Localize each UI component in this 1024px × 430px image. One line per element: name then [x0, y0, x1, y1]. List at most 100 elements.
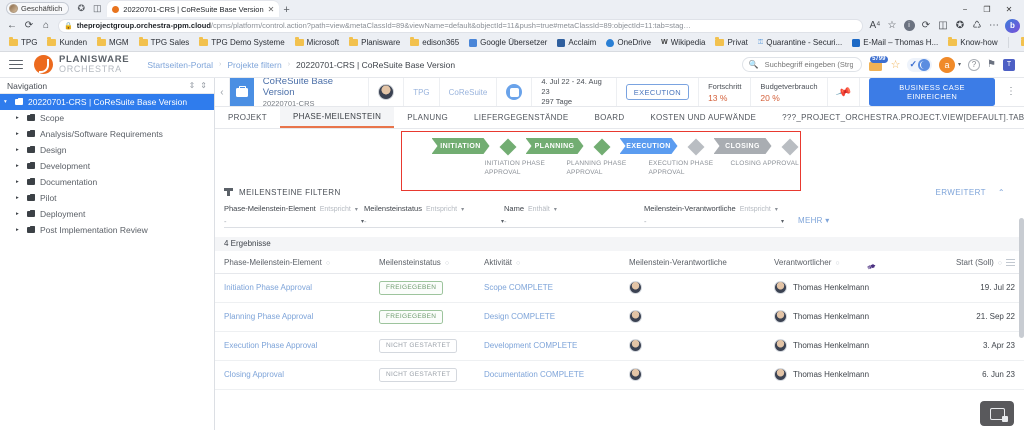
flag-icon[interactable]: ⚑ [987, 59, 996, 70]
bookmark-item[interactable]: MGM [93, 37, 133, 48]
maximize-icon[interactable]: ❐ [983, 5, 991, 14]
close-icon[interactable]: ✕ [267, 4, 275, 14]
user-menu[interactable]: a ▾ [939, 56, 961, 73]
cell-activity[interactable]: Documentation COMPLETE [484, 370, 585, 380]
filter-operator[interactable]: Enthält [528, 205, 550, 213]
chevron-down-icon[interactable]: ▾ [500, 219, 504, 226]
cell-element[interactable]: Execution Phase Approval [224, 341, 318, 351]
filter-input-status[interactable]: - ▾ [364, 217, 504, 228]
reload-icon[interactable]: ⟳ [24, 20, 34, 31]
project-owner-cell[interactable] [369, 78, 405, 106]
phase-chip-closing[interactable]: CLOSING [714, 138, 772, 154]
collections-icon[interactable]: ✪ [955, 20, 965, 31]
profile-pill[interactable]: Geschäftlich [6, 2, 70, 15]
favorites-star-icon[interactable]: ☆ [890, 59, 901, 71]
bookmark-item[interactable]: TPG Demo Systeme [195, 37, 288, 48]
chevron-right-icon[interactable]: ▸ [16, 195, 19, 201]
filter-operator[interactable]: Entspricht [319, 205, 351, 213]
address-bar[interactable]: 🔒 theprojectgroup.orchestra-ppm.cloud/cp… [58, 18, 863, 33]
sort-icon[interactable]: ○ [997, 259, 1002, 267]
bookmark-item[interactable]: Google Übersetzer [465, 37, 551, 48]
sidebar-item-analysis[interactable]: ▸ Analysis/Software Requirements [0, 126, 214, 142]
sidebar-item-development[interactable]: ▸ Development [0, 158, 214, 174]
bookmark-item[interactable]: TPG Sales [135, 37, 194, 48]
bookmark-item[interactable]: OneDrive [602, 37, 655, 48]
project-phase-cell[interactable]: EXECUTION [617, 78, 700, 106]
approvals-button[interactable]: ✓ [907, 57, 933, 72]
tab-projekt[interactable]: PROJEKT [228, 113, 267, 122]
split-screen-icon[interactable]: ◫ [938, 20, 948, 31]
sidebar-item-design[interactable]: ▸ Design [0, 142, 214, 158]
browser-tab-active[interactable]: 20220701-CRS | CoReSuite Base Version ✕ [107, 1, 280, 17]
cell-activity[interactable]: Scope COMPLETE [484, 283, 553, 293]
column-header-status[interactable]: Meilensteinstatus ○ [370, 250, 475, 274]
chevron-right-icon[interactable]: ▸ [16, 163, 19, 169]
chevron-right-icon[interactable]: ▸ [16, 131, 19, 137]
phase-chip-planning[interactable]: PLANNING [526, 138, 584, 154]
read-aloud-icon[interactable]: A⁴ [869, 20, 881, 31]
milestone-diamond-closing[interactable] [781, 138, 798, 156]
column-header-start[interactable]: Start (Soll) ○ [915, 250, 1024, 274]
search-input[interactable] [762, 59, 855, 70]
chevron-down-icon[interactable]: ▾ [360, 219, 364, 226]
breadcrumb-item-filter[interactable]: Projekte filtern [227, 59, 282, 70]
sort-icon[interactable]: ○ [325, 259, 331, 267]
milestone-diamond-planning[interactable] [593, 138, 610, 156]
chevron-right-icon[interactable]: ▸ [16, 115, 19, 121]
info-icon[interactable]: i [903, 20, 915, 31]
bookmark-item[interactable]: Microsoft [291, 37, 343, 48]
bookmark-item[interactable]: Acclaim [553, 37, 600, 48]
cell-activity[interactable]: Design COMPLETE [484, 312, 556, 322]
more-options-icon[interactable]: ⋯ [989, 20, 999, 31]
cell-activity[interactable]: Development COMPLETE [484, 341, 578, 351]
bookmark-item[interactable]: Privat [711, 37, 751, 48]
sidebar-item-pilot[interactable]: ▸ Pilot [0, 190, 214, 206]
cell-element[interactable]: Planning Phase Approval [224, 312, 314, 322]
bookmarks-overflow-button[interactable]: Weitere Favoriten [1017, 37, 1024, 48]
sidebar-item-deployment[interactable]: ▸ Deployment [0, 206, 214, 222]
breadcrumb-item-home[interactable]: Startseiten-Portal [147, 59, 214, 70]
sidebar-item-documentation[interactable]: ▸ Documentation [0, 174, 214, 190]
sidebar-item-project-root[interactable]: ▾ 20220701-CRS | CoReSuite Base Version [0, 94, 214, 110]
browser-essentials-icon[interactable]: ♺ [972, 20, 982, 31]
chevron-down-icon[interactable]: ▾ [780, 219, 784, 226]
expand-all-icon[interactable]: ⇕ [200, 81, 207, 90]
new-tab-button[interactable]: + [283, 4, 290, 16]
tab-board[interactable]: BOARD [594, 113, 625, 122]
help-icon[interactable]: ? [968, 58, 981, 71]
minimize-icon[interactable]: − [962, 5, 968, 14]
column-header-responsible[interactable]: Verantwortlicher ○ [765, 250, 915, 274]
table-row[interactable]: Initiation Phase Approval FREIGEGEBEN Sc… [215, 273, 1024, 303]
filter-more-button[interactable]: MEHR ▾ [784, 216, 830, 228]
column-header-activity[interactable]: Aktivität ○ [475, 250, 620, 274]
chevron-down-icon[interactable]: ▾ [461, 206, 465, 213]
bookmark-item[interactable]: Planisware [345, 37, 404, 48]
table-row[interactable]: Closing Approval NICHT GESTARTET Documen… [215, 360, 1024, 390]
chevron-down-icon[interactable]: ▾ [354, 206, 358, 213]
sidebar-item-scope[interactable]: ▸ Scope [0, 110, 214, 126]
copilot-icon[interactable]: b [1005, 18, 1020, 33]
hamburger-icon[interactable] [9, 59, 23, 70]
bookmark-item[interactable]: TPG [5, 37, 41, 48]
filter-input-element[interactable]: - ▾ [224, 217, 364, 228]
cell-element[interactable]: Initiation Phase Approval [224, 283, 313, 293]
filter-input-name[interactable]: - [504, 217, 644, 228]
chevron-down-icon[interactable]: ▾ [4, 99, 7, 105]
filter-input-owner[interactable]: - ▾ [644, 217, 784, 228]
chevron-down-icon[interactable]: ▾ [553, 206, 557, 213]
search-box[interactable]: 🔍 [741, 57, 862, 72]
table-row[interactable]: Execution Phase Approval NICHT GESTARTET… [215, 331, 1024, 361]
tab-planung[interactable]: PLANUNG [407, 113, 449, 122]
project-product-cell[interactable]: CoReSuite [440, 78, 498, 106]
tab-budgetgf[interactable]: ???_PROJECT_ORCHESTRA.PROJECT.VIEW[DEFAU… [782, 113, 1024, 122]
history-icon[interactable]: ⟳ [921, 20, 931, 31]
milestone-diamond-initiation[interactable] [499, 138, 516, 156]
bookmark-item[interactable]: ⚿ Quarantine - Securi... [754, 37, 846, 48]
project-status-icon-cell[interactable] [497, 78, 533, 106]
chevron-right-icon[interactable]: ▸ [16, 179, 19, 185]
collapse-all-icon[interactable]: ⇕ [188, 81, 196, 90]
home-icon[interactable]: ⌂ [42, 20, 50, 31]
sort-icon[interactable]: ○ [444, 259, 450, 267]
column-header-milestone-owner[interactable]: Meilenstein-Verantwortliche [620, 250, 765, 274]
bookmark-item[interactable]: W Wikipedia [657, 37, 709, 48]
